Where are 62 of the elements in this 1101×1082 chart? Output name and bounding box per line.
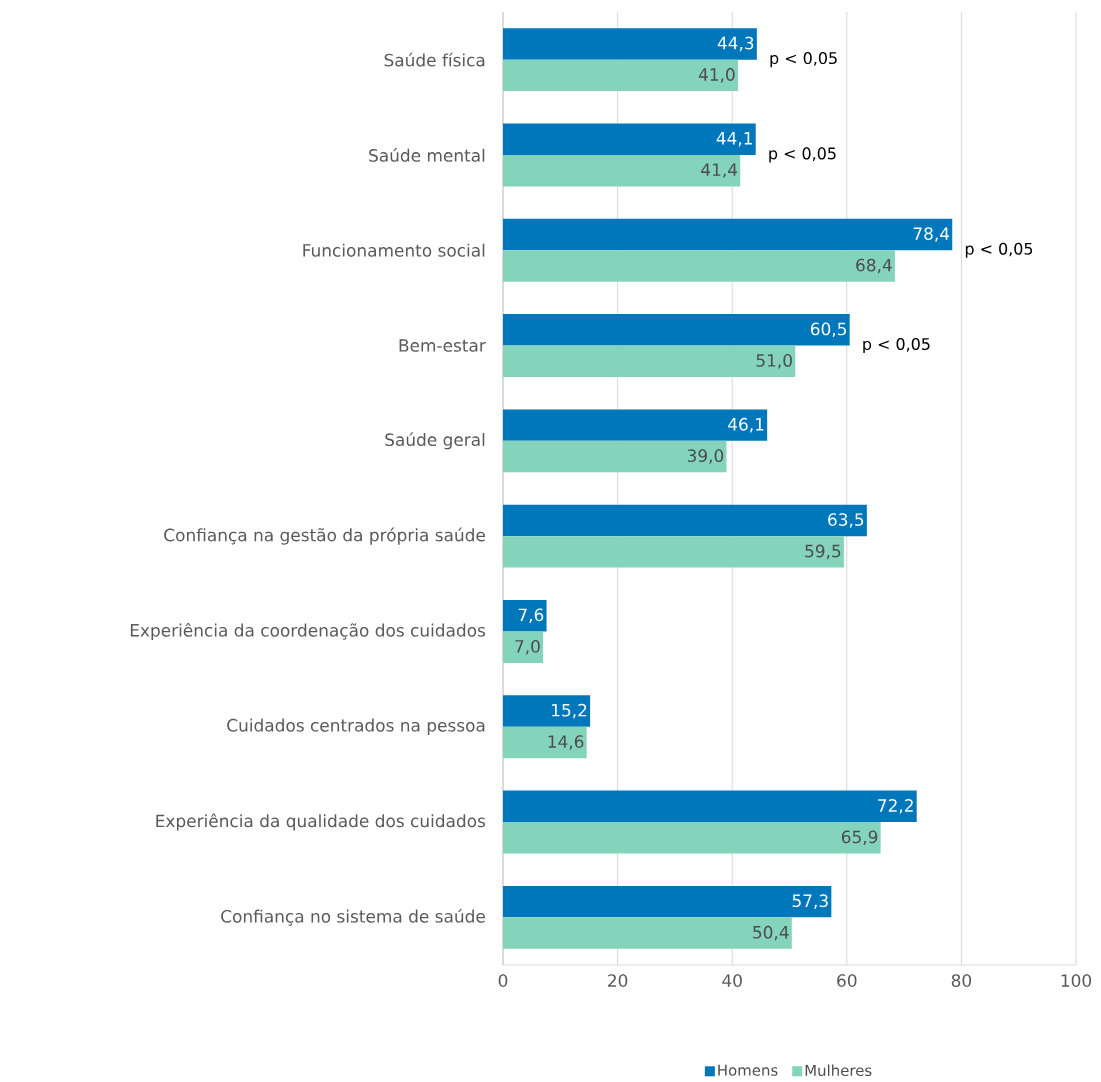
x-tick-label: 40	[722, 974, 742, 987]
data-label: 60,5	[810, 322, 846, 338]
x-tick-label: 80	[951, 974, 972, 987]
bar	[503, 726, 587, 759]
bar	[503, 504, 867, 537]
bar	[503, 250, 895, 282]
bar	[503, 822, 881, 854]
annotation: p < 0,05	[770, 52, 837, 68]
bar	[503, 28, 757, 60]
data-label: 39,0	[687, 449, 724, 464]
y-tick-label: Funcionamento social	[303, 243, 485, 257]
data-label: 72,2	[878, 799, 913, 814]
data-label: 44,1	[716, 132, 752, 147]
bar	[503, 790, 917, 823]
bar	[503, 154, 741, 187]
bar	[503, 536, 844, 568]
data-label: 68,4	[856, 258, 892, 274]
bar	[503, 440, 727, 473]
x-tick-label: 0	[498, 974, 508, 987]
data-label: 57,3	[792, 894, 828, 909]
y-tick-label: Bem-estar	[399, 339, 486, 352]
y-tick-label: Experiência da coordenação dos cuidados	[130, 622, 486, 640]
y-tick-label: Confiança no sistema de saúde	[221, 908, 485, 926]
legend-label: Homens	[718, 1064, 778, 1076]
data-label: 46,1	[728, 417, 764, 433]
annotation: p < 0,05	[769, 147, 836, 163]
data-label: 78,4	[913, 227, 950, 242]
data-label: 65,9	[841, 830, 878, 846]
bar	[503, 314, 850, 346]
data-label: 59,5	[805, 544, 841, 560]
bar	[503, 631, 544, 663]
x-tick-label: 100	[1061, 974, 1092, 987]
bar	[503, 345, 796, 377]
y-tick-label: Saúde mental	[369, 148, 485, 162]
annotation: p < 0,05	[965, 242, 1033, 258]
bar	[503, 599, 547, 632]
data-label: 50,4	[753, 925, 789, 941]
data-label: 7,6	[518, 608, 544, 623]
bar	[503, 123, 756, 155]
x-tick-label: 60	[837, 974, 857, 987]
bar	[503, 917, 792, 949]
data-label: 41,4	[701, 163, 738, 178]
annotation: p < 0,05	[863, 337, 930, 354]
data-label: 51,0	[756, 353, 792, 369]
y-tick-label: Cuidados centrados na pessoa	[227, 718, 485, 735]
bar	[503, 218, 953, 251]
data-label: 14,6	[548, 735, 584, 750]
x-tick-label: 20	[608, 974, 628, 987]
data-label: 41,0	[698, 68, 735, 83]
data-label: 15,2	[552, 703, 587, 719]
data-label: 44,3	[717, 36, 754, 52]
y-tick-label: Saúde física	[384, 52, 485, 67]
bar	[503, 695, 591, 727]
data-label: 7,0	[515, 639, 540, 655]
data-label: 63,5	[828, 513, 864, 528]
bar	[503, 409, 768, 441]
y-tick-label: Saúde geral	[385, 432, 485, 450]
y-tick-label: Confiança na gestão da própria saúde	[164, 527, 485, 545]
legend-label: Mulheres	[805, 1064, 872, 1077]
bar	[503, 59, 738, 92]
bar	[503, 885, 832, 918]
y-tick-label: Experiência da qualidade dos cuidados	[156, 813, 486, 831]
